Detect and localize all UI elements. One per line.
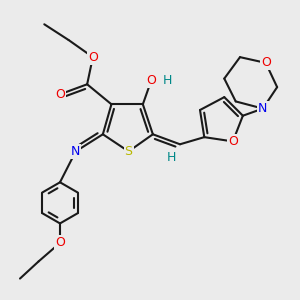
- Text: H: H: [167, 151, 176, 164]
- Text: O: O: [146, 74, 156, 86]
- Text: N: N: [71, 145, 80, 158]
- Text: O: O: [55, 236, 65, 249]
- Text: O: O: [228, 135, 238, 148]
- Text: H: H: [163, 74, 172, 86]
- Text: O: O: [88, 51, 98, 64]
- Text: O: O: [55, 88, 65, 101]
- Text: O: O: [261, 56, 271, 69]
- Text: S: S: [124, 145, 133, 158]
- Text: N: N: [258, 102, 268, 115]
